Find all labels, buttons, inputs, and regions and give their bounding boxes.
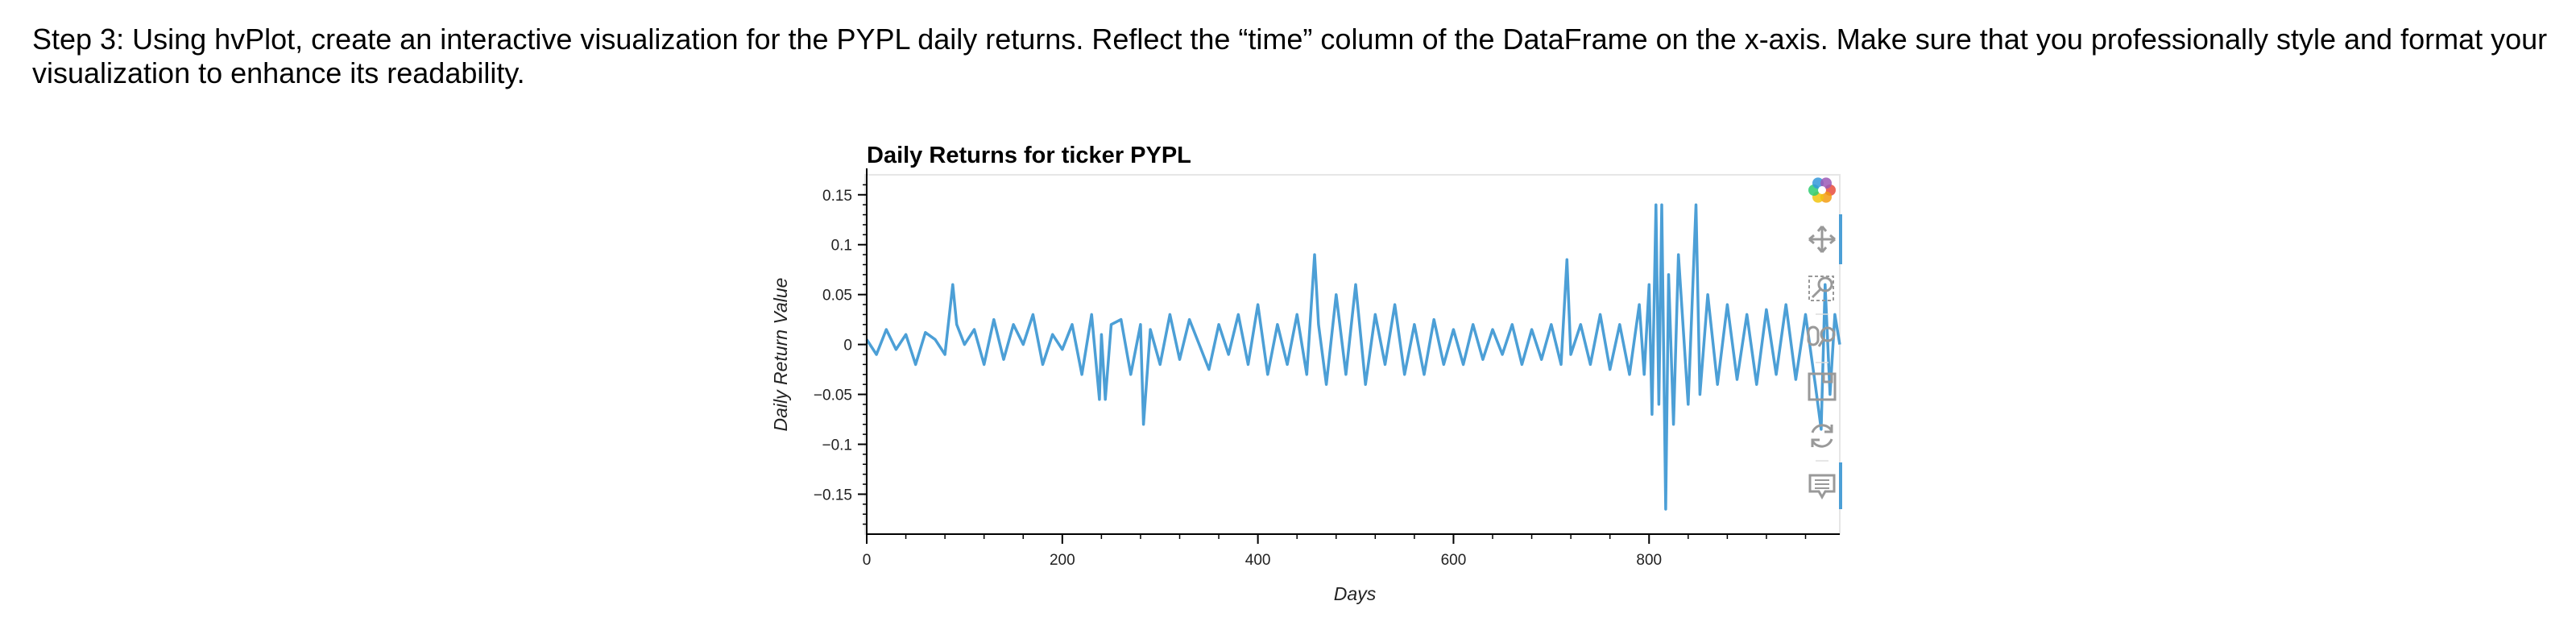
active-tool-indicator <box>1839 462 1842 509</box>
y-axis-title: Daily Return Value <box>770 278 791 432</box>
x-tick-label: 200 <box>1050 552 1075 569</box>
y-tick-label: 0.1 <box>831 238 852 255</box>
series-layer[interactable] <box>865 203 1841 511</box>
y-tick-label: −0.05 <box>814 388 852 404</box>
x-tick-label: 800 <box>1636 552 1662 569</box>
chart-title: Daily Returns for ticker PYPL <box>867 143 1191 168</box>
x-axis-title: Days <box>1334 583 1377 604</box>
active-tool-indicator <box>1839 214 1842 264</box>
plot-frame <box>864 174 1841 535</box>
wheel-zoom-icon[interactable] <box>1807 325 1836 347</box>
y-tick-label: 0 <box>843 338 852 354</box>
hover-icon[interactable] <box>1808 474 1836 500</box>
toolbar[interactable] <box>1807 177 1842 509</box>
series-line-0[interactable] <box>865 203 1841 511</box>
x-tick-label: 400 <box>1245 552 1271 569</box>
y-tick-label: −0.1 <box>822 437 852 454</box>
pan-icon[interactable] <box>1808 226 1836 253</box>
y-tick-label: 0.05 <box>822 288 852 305</box>
bokeh-logo-icon[interactable] <box>1808 177 1836 203</box>
x-tick-label: 600 <box>1441 552 1467 569</box>
x-tick-label: 0 <box>863 552 872 569</box>
y-tick-label: −0.15 <box>814 487 852 504</box>
box-zoom-icon[interactable] <box>1808 276 1834 301</box>
y-tick-label: 0.15 <box>822 188 852 205</box>
save-icon[interactable] <box>1808 372 1837 401</box>
reset-icon[interactable] <box>1811 424 1833 448</box>
axes-layer: 0.15 0.1 0.05 0 −0.05 −0.1 −0.15 0 200 400 600 800 <box>814 168 1840 569</box>
instructions-text: Step 3: Using hvPlot, create an interact… <box>32 23 2548 89</box>
